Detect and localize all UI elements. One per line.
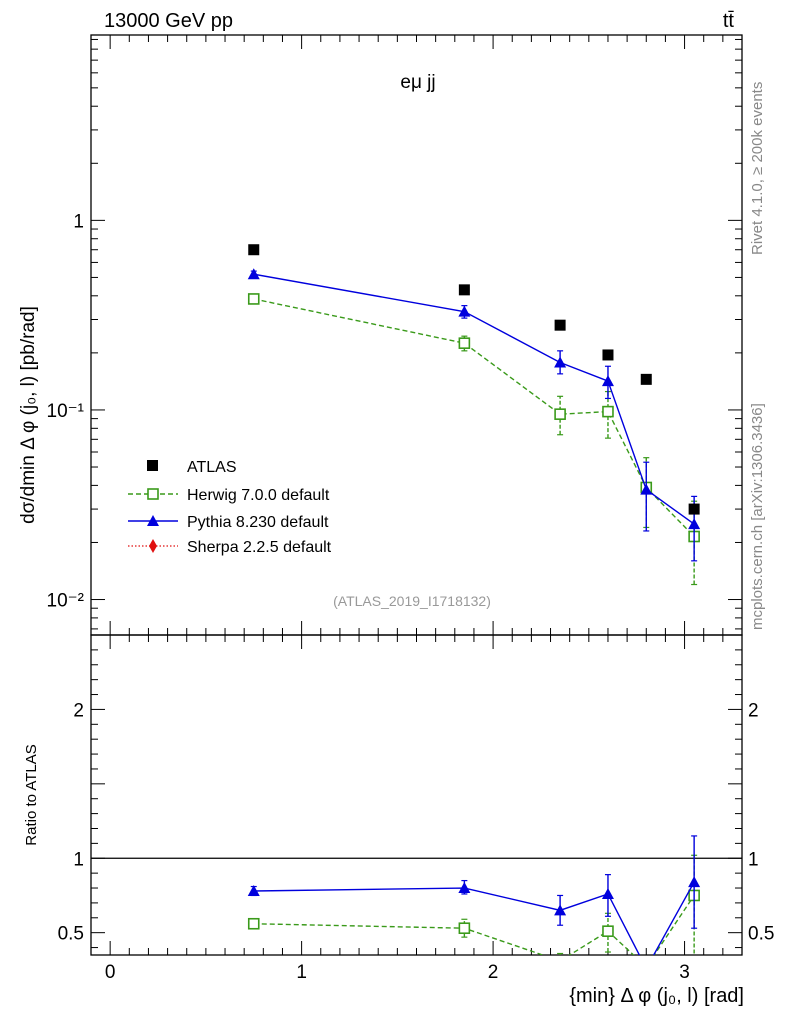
ratio-pythia-point bbox=[601, 887, 614, 899]
ratio-pythia-point bbox=[247, 885, 260, 896]
ratio-panel-frame bbox=[90, 634, 743, 956]
x-ticks bbox=[90, 35, 743, 955]
x-tick-label-2: 2 bbox=[488, 962, 499, 983]
main-pythia-point bbox=[640, 483, 653, 495]
analysis-label: (ATLAS_2019_I1718132) bbox=[333, 593, 491, 609]
main-atlas-point bbox=[640, 373, 652, 385]
main-y-axis-title: dσ/dmin Δ φ (j₀, l) [pb/rad] bbox=[18, 306, 39, 524]
ratio-y-tick-label-0.5: 0.5 bbox=[58, 924, 84, 945]
main-pythia-point bbox=[247, 268, 260, 280]
ratio-y-tick-label-2: 2 bbox=[73, 700, 84, 721]
legend-atlas-label: ATLAS bbox=[187, 459, 237, 476]
main-atlas-point bbox=[688, 503, 700, 515]
main-y-tick-label-1: 1 bbox=[73, 211, 84, 232]
ratio-herwig-line bbox=[253, 895, 695, 955]
ratio-y-tick-label-right-1: 1 bbox=[748, 849, 759, 870]
legend-pythia-marker bbox=[147, 515, 159, 526]
mcplots-label: mcplots.cern.ch [arXiv:1306.3436] bbox=[749, 403, 766, 630]
ratio-pythia-point bbox=[554, 904, 567, 916]
main-herwig-point bbox=[602, 405, 614, 418]
x-axis-title: {min} Δ φ (j₀, l) [rad] bbox=[569, 985, 744, 1007]
x-tick-label-1: 1 bbox=[296, 962, 307, 983]
main-atlas-point bbox=[554, 319, 566, 331]
ratio-herwig-point bbox=[458, 922, 471, 935]
legend-pythia-label: Pythia 8.230 default bbox=[187, 514, 329, 531]
main-atlas-point bbox=[248, 244, 260, 256]
main-atlas-point bbox=[602, 349, 614, 361]
legend-atlas-marker bbox=[147, 460, 158, 471]
legend-sherpa-label: Sherpa 2.2.5 default bbox=[187, 539, 332, 556]
process-label: tt̄ bbox=[723, 10, 735, 32]
ratio-y-ticks bbox=[91, 649, 742, 949]
main-y-tick-label-0.01: 10⁻² bbox=[47, 591, 85, 612]
rivet-version-label: Rivet 4.1.0, ≥ 200k events bbox=[749, 82, 766, 255]
legend-sherpa-marker bbox=[149, 539, 157, 553]
legend-herwig-marker bbox=[147, 488, 159, 500]
ratio-pythia-point bbox=[640, 962, 652, 973]
main-series-group bbox=[247, 244, 701, 586]
main-herwig-point bbox=[458, 337, 471, 349]
main-atlas-point bbox=[458, 284, 470, 296]
ratio-y-axis-title: Ratio to ATLAS bbox=[23, 744, 40, 845]
main-herwig-line bbox=[253, 298, 695, 537]
ratio-pythia-point bbox=[688, 876, 701, 888]
ratio-herwig-point bbox=[641, 962, 651, 972]
main-herwig-point bbox=[554, 408, 566, 420]
main-herwig-point bbox=[247, 293, 260, 305]
ratio-y-tick-label-right-2: 2 bbox=[748, 700, 759, 721]
x-tick-label-3: 3 bbox=[679, 962, 690, 983]
main-y-ticks bbox=[91, 38, 742, 630]
ratio-y-tick-label-1: 1 bbox=[73, 849, 84, 870]
ratio-y-tick-label-right-0.5: 0.5 bbox=[748, 924, 774, 945]
energy-label: 13000 GeV pp bbox=[104, 10, 233, 32]
ratio-series-group bbox=[247, 835, 701, 973]
ratio-herwig-point bbox=[247, 917, 260, 930]
ratio-pythia-line bbox=[253, 881, 695, 955]
main-pythia-point bbox=[554, 356, 567, 368]
ratio-pythia-point bbox=[458, 882, 471, 894]
main-pythia-point bbox=[458, 305, 471, 317]
ratio-herwig-point bbox=[602, 925, 614, 937]
legend-herwig-label: Herwig 7.0.0 default bbox=[187, 487, 330, 504]
ratio-herwig-point bbox=[555, 956, 565, 966]
legend: ATLAS Herwig 7.0.0 default Pythia 8.230 … bbox=[128, 459, 332, 556]
main-pythia-point bbox=[601, 375, 614, 387]
main-y-tick-label-0.1: 10⁻¹ bbox=[47, 401, 85, 422]
channel-label: eμ jj bbox=[400, 72, 435, 93]
x-tick-label-0: 0 bbox=[105, 962, 116, 983]
main-pythia-line bbox=[253, 273, 695, 525]
main-pythia-point bbox=[688, 518, 701, 530]
